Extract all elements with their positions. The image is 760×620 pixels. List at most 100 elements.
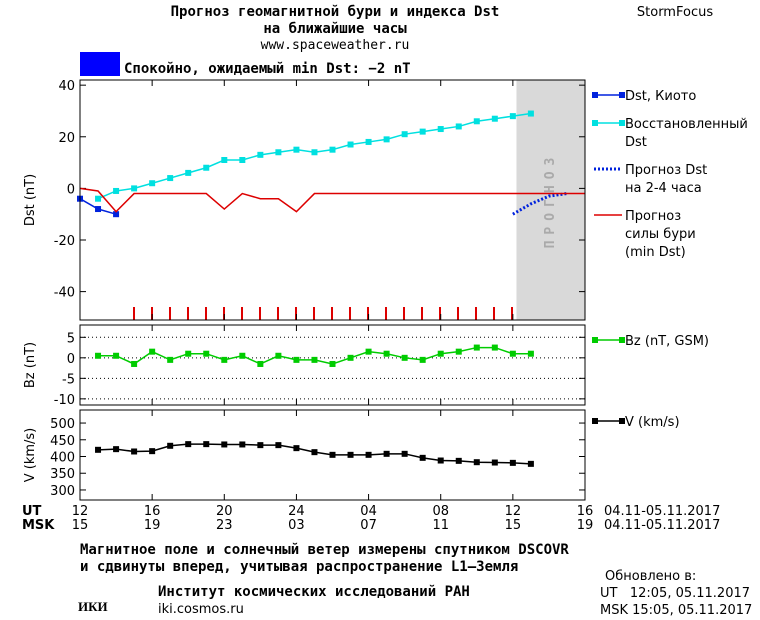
y-tick-label: 5 (67, 331, 75, 346)
x-tick-label-msk: 11 (432, 518, 449, 533)
marker (419, 356, 426, 363)
y-axis-label: V (km/s) (23, 428, 38, 483)
marker (383, 450, 390, 457)
y-tick-label: -40 (54, 286, 75, 301)
marker (455, 123, 462, 130)
marker (311, 356, 318, 363)
forecast-label: ПРОГНОЗ (543, 152, 558, 249)
legend-marker (592, 120, 598, 126)
marker (203, 350, 210, 357)
marker (473, 118, 480, 125)
marker (185, 169, 192, 176)
marker (95, 446, 102, 453)
legend-label: (min Dst) (625, 245, 686, 260)
marker (419, 128, 426, 135)
marker (365, 138, 372, 145)
y-tick-label: 500 (50, 417, 75, 432)
marker (509, 350, 516, 357)
marker (113, 211, 120, 218)
title-line: Прогноз геомагнитной бури и индекса Dst (171, 4, 500, 20)
marker (419, 454, 426, 461)
marker (455, 457, 462, 464)
marker (131, 185, 138, 192)
x-tick-label-msk: 07 (360, 518, 377, 533)
marker (149, 348, 156, 355)
updated-ut: UT 12:05, 05.11.2017 (600, 586, 750, 601)
marker (113, 187, 120, 194)
marker (239, 157, 246, 163)
marker (275, 442, 282, 449)
x-tick-label-msk: 15 (72, 518, 89, 533)
legend-label: Восстановленный (625, 117, 748, 132)
x-tick-label: 16 (577, 504, 594, 519)
x-tick-label-msk: 19 (144, 518, 161, 533)
legend-label: V (km/s) (625, 415, 680, 430)
marker (365, 348, 372, 355)
y-tick-label: -20 (54, 234, 75, 249)
marker (527, 110, 534, 117)
legend-label: на 2-4 часа (625, 181, 702, 196)
y-axis-label: Bz (nT) (23, 342, 38, 388)
plot-frame (79, 324, 586, 406)
x-tick-label: 08 (432, 504, 449, 519)
logo: ИКИ (78, 599, 108, 614)
marker (239, 441, 246, 448)
marker (203, 441, 210, 448)
legend-marker (619, 120, 625, 126)
y-tick-label: 400 (50, 451, 75, 466)
status-text: Спокойно, ожидаемый min Dst: −2 nT (124, 61, 411, 77)
marker (473, 459, 480, 466)
marker (473, 344, 480, 351)
legend-label: силы бури (625, 227, 696, 242)
updated-msk: MSK 15:05, 05.11.2017 (600, 603, 752, 618)
marker (275, 352, 282, 359)
marker (509, 113, 516, 120)
marker (293, 356, 300, 363)
marker (401, 450, 408, 457)
x-tick-label: 20 (216, 504, 233, 519)
marker (401, 354, 408, 361)
marker (527, 460, 534, 467)
marker (149, 448, 156, 455)
y-tick-label: 350 (50, 467, 75, 482)
marker (221, 356, 228, 363)
legend-label: Прогноз Dst (625, 163, 707, 178)
url: www.spaceweather.ru (261, 38, 410, 53)
series-line (79, 187, 585, 213)
legend-marker (592, 92, 598, 98)
x-tick-label-msk: 23 (216, 518, 233, 533)
marker (275, 149, 282, 156)
plot-frame (79, 79, 586, 321)
marker (257, 360, 264, 367)
marker (437, 350, 444, 357)
legend-label: Bz (nT, GSM) (625, 334, 709, 349)
marker (167, 175, 174, 182)
x-row-name: UT (22, 504, 42, 519)
date-range: 04.11-05.11.2017 (604, 518, 720, 533)
marker (437, 126, 444, 133)
y-tick-label: 20 (58, 131, 75, 146)
legend-marker (592, 418, 598, 424)
plot-frame (79, 409, 586, 501)
y-tick-label: -5 (62, 372, 75, 387)
marker (293, 146, 300, 153)
legend-marker (619, 418, 625, 424)
y-tick-label: 450 (50, 434, 75, 449)
marker (293, 445, 300, 452)
marker (347, 141, 354, 148)
legend-label: Dst, Киото (625, 89, 696, 104)
marker (203, 164, 210, 171)
legend-marker (619, 92, 625, 98)
marker (113, 352, 120, 359)
x-tick-label-msk: 03 (288, 518, 305, 533)
status-swatch (80, 52, 120, 76)
marker (95, 206, 102, 213)
institute: Институт космических исследований РАН (158, 584, 470, 600)
brand: StormFocus (637, 5, 713, 20)
marker (131, 448, 138, 455)
marker (257, 151, 264, 158)
y-axis-label: Dst (nT) (23, 174, 38, 226)
marker (131, 360, 138, 367)
marker (221, 157, 228, 163)
marker (95, 352, 102, 359)
